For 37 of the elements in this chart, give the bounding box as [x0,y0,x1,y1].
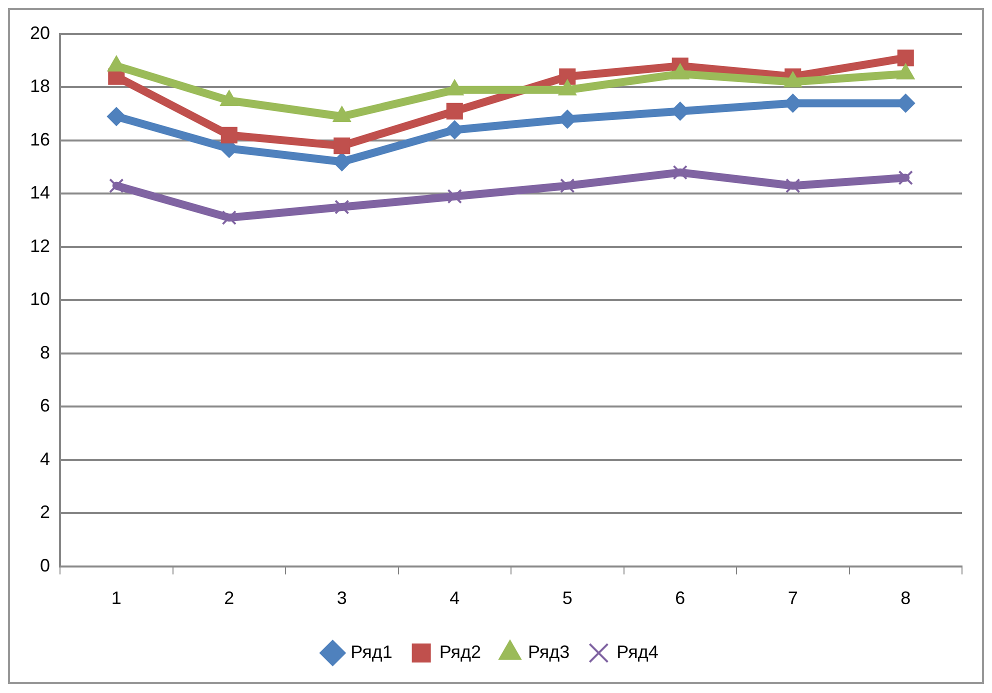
legend-label: Ряд2 [439,642,482,662]
y-tick-label: 0 [40,555,50,576]
y-tick-label: 6 [40,396,50,416]
y-tick-label: 2 [40,502,50,522]
legend-label: Ряд1 [350,642,392,662]
point [560,178,575,194]
x-tick-label: 8 [900,588,911,608]
y-tick-label: 8 [40,342,50,362]
point [106,107,126,126]
x-tick-label: 7 [788,588,798,608]
point [220,126,238,144]
y-tick-label: 16 [30,129,50,150]
point [447,189,462,204]
point [334,138,350,154]
point [897,50,914,66]
y-tick-label: 4 [40,448,50,469]
legend-label: Ряд4 [616,642,658,662]
point [109,178,124,194]
y-tick-label: 12 [30,236,50,256]
y-tick-label: 20 [30,22,50,43]
point [898,170,913,186]
point [446,102,463,120]
x-tick-label: 3 [336,588,347,608]
x-tick-label: 6 [675,588,686,608]
x-tick-label: 2 [224,588,234,608]
legend-label: Ряд3 [528,642,570,662]
x-tick-label: 4 [450,588,460,608]
x-tick-label: 5 [562,588,572,608]
y-tick-label: 18 [30,76,50,96]
point [786,178,800,194]
point [559,68,576,85]
y-tick-label: 10 [30,289,50,310]
y-tick-label: 14 [30,182,50,203]
point [672,165,688,180]
x-tick-label: 1 [111,588,122,608]
point [334,200,350,214]
point [222,210,237,226]
